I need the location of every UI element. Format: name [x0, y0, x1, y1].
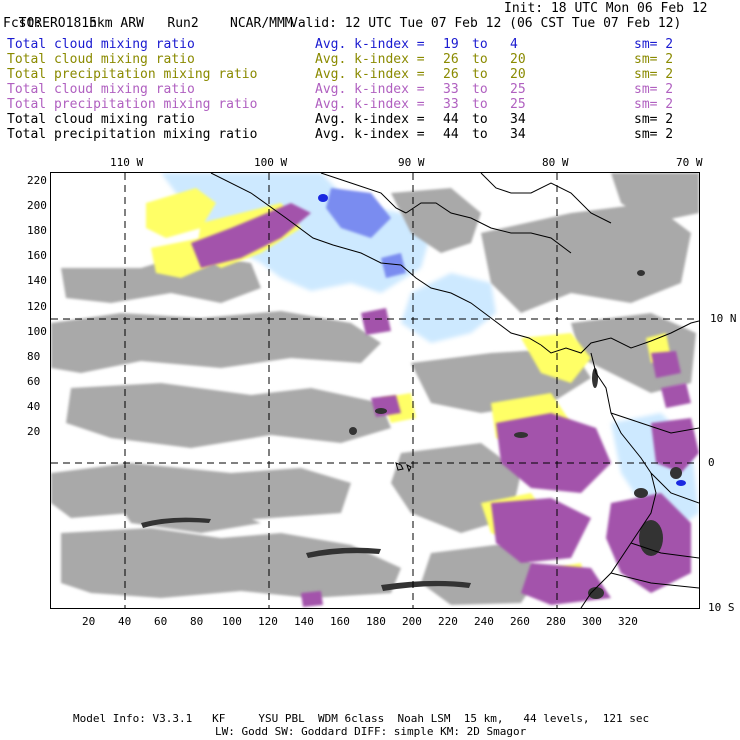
- x-tick-label: 320: [618, 615, 638, 628]
- model-info-line: Model Info: V3.3.1 KF YSU PBL WDM 6class…: [73, 712, 650, 725]
- physics-info-line: LW: Godd SW: Goddard DIFF: simple KM: 2D…: [215, 725, 527, 738]
- legend-field-name: Total cloud mixing ratio: [7, 112, 195, 127]
- legend-smoothing: sm= 2: [634, 112, 674, 127]
- x-tick-label: 60: [154, 615, 168, 628]
- y-tick-label: 40: [27, 399, 41, 413]
- legend-k-end: 25: [510, 97, 526, 112]
- longitude-label: 80 W: [542, 156, 569, 169]
- forecast-map: [51, 173, 699, 608]
- y-tick-label: 120: [27, 299, 47, 313]
- y-tick-label: 200: [27, 199, 47, 213]
- legend-smoothing: sm= 2: [634, 37, 674, 52]
- legend-to: to: [472, 82, 488, 97]
- x-tick-label: 260: [510, 615, 530, 628]
- longitude-label: 110 W: [110, 156, 144, 169]
- legend-smoothing: sm= 2: [634, 67, 674, 82]
- x-tick-label: 80: [190, 615, 204, 628]
- map-panel: [50, 172, 700, 609]
- y-tick-label: 100: [27, 324, 47, 338]
- header-line-1: TORERO 15km ARW Run2 NCAR/MMM: [3, 1, 293, 31]
- gray-cloud-layer: [51, 173, 699, 605]
- y-tick-label: 20: [27, 425, 41, 438]
- y-tick-label: 80: [27, 349, 41, 363]
- legend-k-start: 26: [443, 67, 459, 82]
- y-tick-label: 160: [27, 249, 47, 263]
- legend-k-start: 44: [443, 127, 459, 142]
- x-tick-label: 40: [118, 615, 132, 628]
- legend-k-start: 19: [443, 37, 459, 52]
- x-tick-label: 100: [222, 615, 242, 628]
- legend-k-end: 20: [510, 67, 526, 82]
- legend-k-index-label: Avg. k-index =: [315, 67, 425, 82]
- legend-k-index-label: Avg. k-index =: [315, 37, 425, 52]
- y-tick-label: 60: [27, 374, 41, 388]
- x-tick-label: 220: [438, 615, 458, 628]
- org-label: NCAR/MMM: [230, 16, 293, 31]
- longitude-label: 90 W: [398, 156, 425, 169]
- legend-k-index-label: Avg. k-index =: [315, 82, 425, 97]
- x-tick-label: 200: [402, 615, 422, 628]
- legend-k-index-label: Avg. k-index =: [315, 112, 425, 127]
- x-tick-label: 20: [82, 615, 96, 628]
- legend-smoothing: sm= 2: [634, 82, 674, 97]
- legend-to: to: [472, 67, 488, 82]
- legend-smoothing: sm= 2: [634, 52, 674, 67]
- y-tick-label: 180: [27, 224, 47, 238]
- legend-smoothing: sm= 2: [634, 127, 674, 142]
- legend-to: to: [472, 127, 488, 142]
- x-tick-label: 140: [294, 615, 314, 628]
- legend-k-index-label: Avg. k-index =: [315, 97, 425, 112]
- lat-lon-grid: [51, 173, 699, 608]
- blue-cloud-layer: [326, 188, 406, 278]
- legend-k-start: 44: [443, 112, 459, 127]
- legend-k-start: 33: [443, 97, 459, 112]
- model-name: TORERO: [18, 16, 66, 31]
- x-tick-label: 120: [258, 615, 278, 628]
- x-tick-label: 280: [546, 615, 566, 628]
- model-resolution: 15km ARW: [81, 16, 144, 31]
- latitude-label: 0: [708, 456, 715, 469]
- legend-field-name: Total cloud mixing ratio: [7, 52, 195, 67]
- legend-k-end: 20: [510, 52, 526, 67]
- legend-to: to: [472, 97, 488, 112]
- legend-k-end: 34: [510, 127, 526, 142]
- longitude-label: 100 W: [254, 156, 288, 169]
- legend-k-end: 34: [510, 112, 526, 127]
- legend-field-name: Total precipitation mixing ratio: [7, 67, 258, 82]
- valid-time: Valid: 12 UTC Tue 07 Feb 12 (06 CST Tue …: [290, 16, 682, 31]
- fcst-value: 18 h: [65, 16, 97, 31]
- legend-field-name: Total precipitation mixing ratio: [7, 97, 258, 112]
- x-tick-label: 160: [330, 615, 350, 628]
- init-time: Init: 18 UTC Mon 06 Feb 12: [504, 1, 708, 16]
- latitude-label: 10 S: [708, 601, 735, 614]
- y-tick-label: 140: [27, 274, 47, 288]
- legend-k-end: 25: [510, 82, 526, 97]
- legend-k-index-label: Avg. k-index =: [315, 127, 425, 142]
- x-tick-label: 180: [366, 615, 386, 628]
- legend-field-name: Total cloud mixing ratio: [7, 37, 195, 52]
- forecast-hour: Fcst: 18 h: [3, 16, 97, 31]
- legend-to: to: [472, 37, 488, 52]
- legend-to: to: [472, 52, 488, 67]
- latitude-label: 10 N: [710, 312, 737, 325]
- legend-k-end: 4: [510, 37, 518, 52]
- legend-k-start: 33: [443, 82, 459, 97]
- legend-smoothing: sm= 2: [634, 97, 674, 112]
- blue-core-layer: [318, 194, 686, 486]
- dark-cloud-layer: [141, 270, 682, 599]
- legend-k-index-label: Avg. k-index =: [315, 52, 425, 67]
- y-tick-label: 220: [27, 174, 47, 187]
- x-tick-label: 300: [582, 615, 602, 628]
- x-tick-label: 240: [474, 615, 494, 628]
- legend-field-name: Total cloud mixing ratio: [7, 82, 195, 97]
- coastline-layer: [210, 173, 699, 608]
- run-label: Run2: [167, 16, 199, 31]
- fcst-label: Fcst:: [3, 16, 43, 31]
- legend-k-start: 26: [443, 52, 459, 67]
- longitude-label: 70 W: [676, 156, 703, 169]
- legend-field-name: Total precipitation mixing ratio: [7, 127, 258, 142]
- legend-to: to: [472, 112, 488, 127]
